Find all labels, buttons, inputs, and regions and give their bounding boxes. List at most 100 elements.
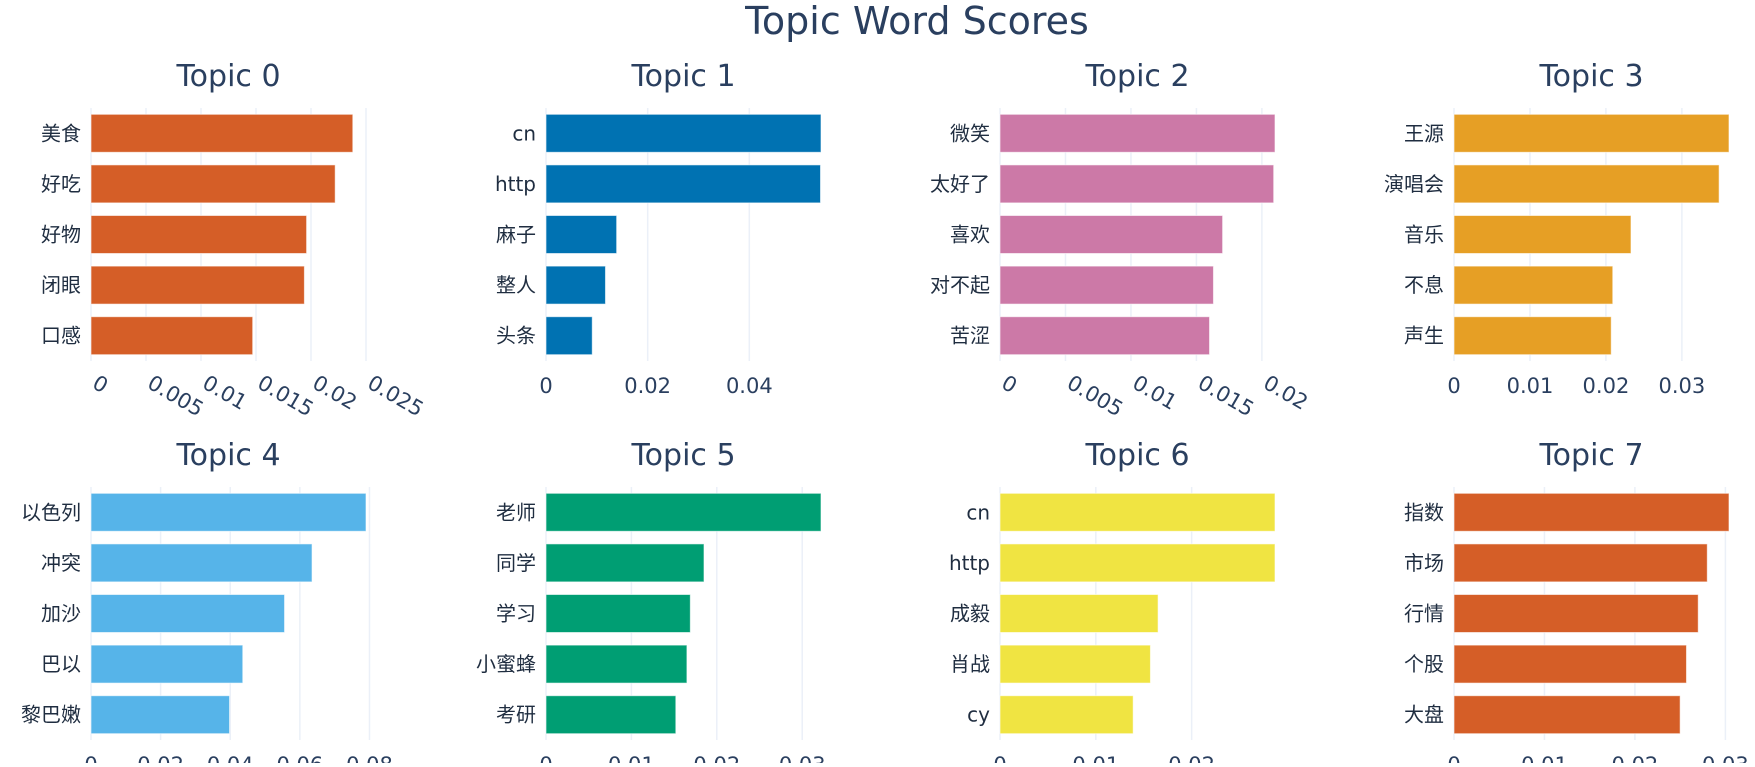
x-tick-label: 0 [993, 753, 1006, 763]
x-tick-label: 0.015 [254, 371, 318, 422]
x-tick-label: 0.01 [1521, 753, 1568, 763]
bar [1453, 316, 1612, 356]
category-label: 同学 [496, 551, 536, 575]
bar [90, 215, 308, 254]
bar [90, 594, 286, 633]
x-tick-label: 0.02 [624, 374, 671, 398]
category-label: 声生 [1404, 324, 1444, 348]
category-label: 个股 [1404, 652, 1444, 676]
category-label: 麻子 [496, 223, 536, 247]
bar [999, 113, 1276, 153]
category-label: http [495, 172, 536, 196]
category-label: 音乐 [1404, 223, 1444, 247]
category-label: 不息 [1404, 273, 1444, 297]
bar [1453, 644, 1687, 684]
bar [90, 164, 336, 204]
bar [90, 316, 254, 356]
bar [1453, 492, 1730, 532]
category-label: 黎巴嫩 [21, 703, 81, 727]
x-tick-label: 0.01 [1072, 753, 1119, 763]
x-tick-label: 0.03 [1659, 374, 1706, 398]
category-label: 口感 [41, 324, 81, 348]
x-tick-label: 0.01 [1128, 371, 1181, 415]
x-tick-label: 0.02 [1259, 371, 1312, 415]
x-tick-label: 0.025 [364, 371, 428, 422]
bar [1453, 265, 1614, 305]
x-tick-label: 0 [84, 753, 97, 763]
bar [545, 543, 705, 583]
category-label: 苦涩 [950, 324, 990, 348]
x-tick-label: 0.01 [608, 753, 655, 763]
bar [1453, 594, 1699, 633]
x-tick-label: 0.08 [346, 753, 393, 763]
bar [999, 265, 1214, 305]
category-label: 成毅 [950, 602, 990, 626]
bar [999, 594, 1159, 633]
category-label: 好吃 [41, 172, 81, 196]
category-label: 大盘 [1404, 703, 1444, 727]
x-tick-label: 0.005 [144, 371, 208, 422]
category-label: 王源 [1404, 121, 1444, 145]
bar [545, 316, 593, 356]
bar [999, 543, 1276, 583]
panel-title: Topic 2 [1084, 59, 1189, 94]
x-tick-label: 0 [998, 371, 1022, 398]
panel-title: Topic 6 [1084, 438, 1189, 473]
category-label: 冲突 [41, 551, 81, 575]
x-tick-label: 0.04 [207, 753, 254, 763]
bar [90, 265, 305, 305]
x-tick-label: 0 [539, 374, 552, 398]
bar [545, 215, 618, 254]
category-label: 对不起 [930, 273, 990, 297]
bar [999, 695, 1134, 735]
category-label: 微笑 [950, 121, 990, 145]
panel-title: Topic 3 [1538, 59, 1643, 94]
bar [999, 644, 1151, 684]
bar [999, 316, 1211, 356]
bar [545, 113, 822, 153]
x-tick-label: 0.06 [276, 753, 323, 763]
category-label: 演唱会 [1384, 172, 1444, 196]
category-label: cn [966, 500, 990, 524]
category-label: 肖战 [950, 652, 990, 676]
category-label: 老师 [496, 500, 536, 524]
category-label: 喜欢 [950, 223, 990, 247]
chart-title: Topic Word Scores [744, 0, 1089, 43]
x-tick-label: 0 [1447, 753, 1460, 763]
category-label: 加沙 [41, 602, 81, 626]
category-label: 好物 [41, 223, 81, 247]
bar [545, 695, 677, 735]
x-tick-label: 0.04 [726, 374, 773, 398]
category-label: cn [512, 121, 536, 145]
bar [1453, 215, 1632, 254]
x-tick-label: 0 [539, 753, 552, 763]
panel-title: Topic 0 [175, 59, 280, 94]
bar [90, 492, 367, 532]
category-label: 市场 [1404, 551, 1444, 575]
category-label: 美食 [41, 121, 81, 145]
category-label: 闭眼 [41, 273, 81, 297]
category-label: 整人 [496, 273, 536, 297]
category-label: 小蜜蜂 [476, 652, 536, 676]
bar [1453, 164, 1720, 204]
panel-title: Topic 1 [630, 59, 735, 94]
bar [999, 164, 1275, 204]
bar [90, 695, 231, 735]
panel-title: Topic 4 [175, 438, 280, 473]
bar [1453, 543, 1708, 583]
bar [545, 164, 821, 204]
x-tick-label: 0 [89, 371, 113, 398]
category-label: cy [967, 703, 990, 727]
x-tick-label: 0.02 [1583, 374, 1630, 398]
x-tick-label: 0.02 [137, 753, 184, 763]
